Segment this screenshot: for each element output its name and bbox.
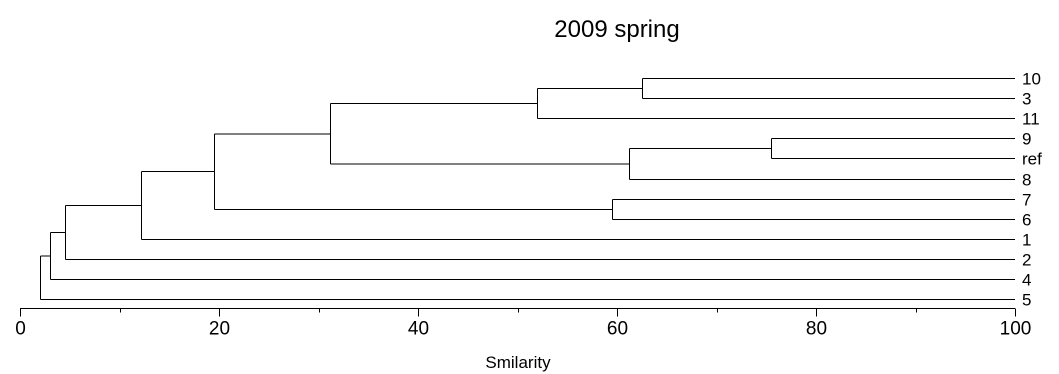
x-axis-label: Smilarity: [485, 353, 551, 372]
dendrogram-branches: [40, 78, 1015, 300]
leaf-label: 3: [1022, 90, 1031, 109]
leaf-label: 2: [1022, 251, 1031, 270]
leaf-label: 5: [1022, 291, 1031, 310]
x-tick-label: 60: [607, 319, 628, 340]
leaf-label: 11: [1022, 110, 1040, 129]
x-axis: 0 20 40 60 80 100: [15, 308, 1032, 340]
leaf-label: 9: [1022, 130, 1031, 149]
leaf-label: 8: [1022, 171, 1031, 190]
leaf-label: 1: [1022, 231, 1031, 250]
x-tick-label: 100: [1000, 319, 1032, 340]
leaf-label: 7: [1022, 191, 1031, 210]
x-tick-label: 0: [15, 319, 26, 340]
leaf-label: 4: [1022, 271, 1031, 290]
leaf-label: ref: [1022, 150, 1042, 169]
leaf-label: 10: [1022, 70, 1041, 89]
x-tick-label: 40: [408, 319, 429, 340]
x-tick-label: 20: [209, 319, 230, 340]
leaf-label: 6: [1022, 211, 1031, 230]
x-tick-label: 80: [806, 319, 827, 340]
chart-title: 2009 spring: [554, 16, 679, 43]
